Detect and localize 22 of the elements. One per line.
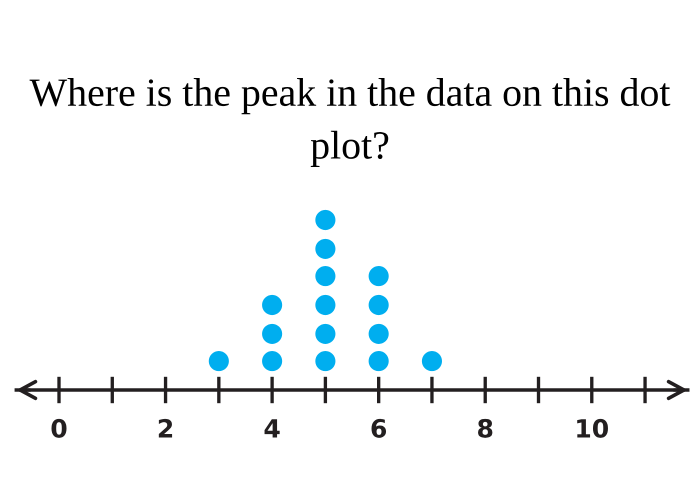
point [315,238,336,259]
point [368,351,389,372]
point [368,324,389,344]
x-tick-label: 0 [52,418,67,438]
x-tick-label: 4 [264,419,280,438]
x-tick-label: 10 [577,418,608,438]
x-tick-label: 6 [372,418,386,438]
point [315,266,336,286]
point [315,324,336,344]
point [422,351,442,372]
point [315,294,336,316]
point [262,294,282,316]
chart-title: Where is the peak in the data on this dot plot? [30,78,670,167]
point [262,324,282,344]
x-tick-label: 2 [158,418,172,438]
x-tick-label: 8 [478,418,492,438]
point [208,351,229,372]
point [368,266,389,286]
point [368,294,389,316]
point [262,351,282,372]
point [315,210,336,230]
point [315,351,336,372]
